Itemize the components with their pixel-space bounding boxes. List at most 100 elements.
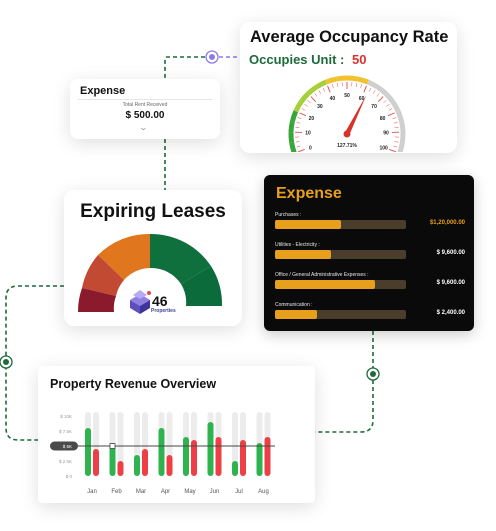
gauge-band-segment [384, 91, 395, 104]
gauge-band-segment [288, 120, 295, 133]
revenue-bar [134, 455, 140, 476]
expense-row-value: $ 2,400.00 [436, 310, 465, 316]
expense-row-communication: Communication : $ 2,400.00 [275, 302, 465, 328]
gauge-tick [387, 112, 395, 117]
gauge-band-segment [346, 75, 359, 82]
x-axis-tick-label: May [184, 489, 195, 495]
chevron-down-icon[interactable]: ⌄ [138, 123, 149, 132]
gauge-tick [318, 90, 322, 94]
gauge-tick [392, 117, 397, 120]
expiring-leases-card: Expiring Leases [64, 190, 242, 326]
gauge-tick [360, 84, 363, 89]
gauge-tick-label: 10 [305, 131, 311, 137]
gauge-tick [355, 82, 358, 87]
y-axis-tick-label: $ 5K [63, 444, 72, 449]
gauge-band-segment [366, 79, 379, 90]
gauge-tick [393, 145, 398, 148]
gauge-tick-label: 40 [330, 96, 336, 102]
gauge-band-segment [325, 76, 337, 85]
occupies-unit-value: 50 [351, 52, 367, 67]
gauge-tick-label: 30 [317, 104, 323, 110]
gauge-band-segment [399, 131, 406, 144]
gauge-tick [363, 85, 367, 93]
x-axis-tick-label: Feb [111, 489, 122, 495]
expense-row-label: Office / General Administrative Expenses… [275, 272, 369, 278]
gauge-band-segment [306, 84, 318, 96]
y-axis-highlight-pill [50, 441, 78, 451]
bar-track [232, 412, 238, 476]
expense-progress-track [275, 250, 406, 259]
expense-progress-fill [275, 250, 332, 259]
gauge-readout: 127.71% [337, 143, 357, 149]
y-axis-tick-label: $ 0 [66, 474, 73, 479]
revenue-bar [240, 440, 246, 476]
divider [78, 99, 212, 100]
gauge-tick [394, 141, 399, 143]
gauge-tick [299, 112, 307, 117]
occupies-unit-row: Occupies Unit : 50 [249, 52, 366, 67]
revenue-bar [215, 437, 222, 476]
gauge-tick [295, 126, 300, 128]
gauge-tick [297, 148, 305, 152]
gauge-tick [307, 100, 311, 104]
revenue-bar [117, 461, 124, 476]
gauge-band-segment [289, 110, 299, 123]
occupies-unit-label: Occupies Unit : [249, 52, 345, 67]
expense-summary-title: Expense [80, 85, 126, 97]
gauge-needle [343, 94, 367, 138]
reference-marker [109, 443, 116, 449]
expense-row-label: Purchases : [275, 212, 302, 218]
revenue-bar [166, 455, 173, 476]
gauge-tick [383, 100, 387, 104]
y-axis-tick-label: $ 10K [60, 414, 72, 419]
gauge-band-segment [376, 84, 388, 96]
gauge-band-segment [299, 91, 310, 104]
gauge-band-segment [399, 120, 406, 133]
expense-summary-card[interactable]: Expense Total Rent Received $ 500.00 ⌄ [70, 79, 220, 139]
x-axis-tick-label: Jun [210, 489, 220, 495]
expense-row-label: Communication : [275, 302, 313, 308]
gauge-tick [386, 103, 390, 107]
expense-row-utilities: Utilities - Electricity : $ 9,600.00 [275, 242, 465, 268]
connector-node-right [366, 367, 380, 381]
gauge-tick [296, 122, 301, 124]
gauge-tick-label: 90 [383, 131, 389, 137]
building-icon [130, 290, 151, 314]
gauge-tick [304, 103, 308, 107]
x-axis-tick-label: Jan [87, 489, 97, 495]
leases-arc-maroon [77, 288, 116, 312]
revenue-bar [207, 422, 214, 476]
gauge-tick-label: 60 [359, 96, 365, 102]
leases-arc-orange [98, 233, 150, 280]
gauge-band-segment [315, 79, 328, 90]
properties-count: 46 [152, 293, 168, 309]
gauge-band-segment [293, 100, 304, 113]
gauge-tick [394, 126, 399, 128]
expense-progress-track [275, 280, 406, 289]
gauge-tick [327, 85, 331, 93]
leases-arc-red [82, 255, 124, 296]
revenue-bar [158, 428, 165, 476]
gauge-tick [301, 108, 306, 111]
y-axis-tick-label: $ 2.5K [59, 459, 72, 464]
properties-label: Properties [151, 308, 176, 314]
gauge-band-segment [289, 142, 297, 152]
gauge-band-segment [390, 100, 401, 113]
gauge-tick [295, 141, 300, 143]
gauge-tick [368, 87, 372, 92]
gauge-band-segment [395, 110, 405, 123]
gauge-tick-label: 70 [371, 104, 377, 110]
revenue-bar [142, 449, 148, 476]
expense-row-value: $1,20,000.00 [429, 220, 465, 226]
gauge-tick-label: 80 [380, 116, 386, 122]
connector-node-left [0, 355, 13, 369]
gauge-tick [297, 117, 302, 120]
gauge-tick [377, 96, 384, 102]
gauge-tick [331, 84, 334, 89]
expense-breakdown-title: Expense [276, 185, 342, 202]
expense-progress-track [275, 220, 406, 229]
expense-breakdown-card: Expense Purchases : $1,20,000.00 Utiliti… [264, 175, 474, 331]
gauge-tick-label: 20 [309, 116, 315, 122]
leases-arc-green-top [150, 233, 211, 284]
